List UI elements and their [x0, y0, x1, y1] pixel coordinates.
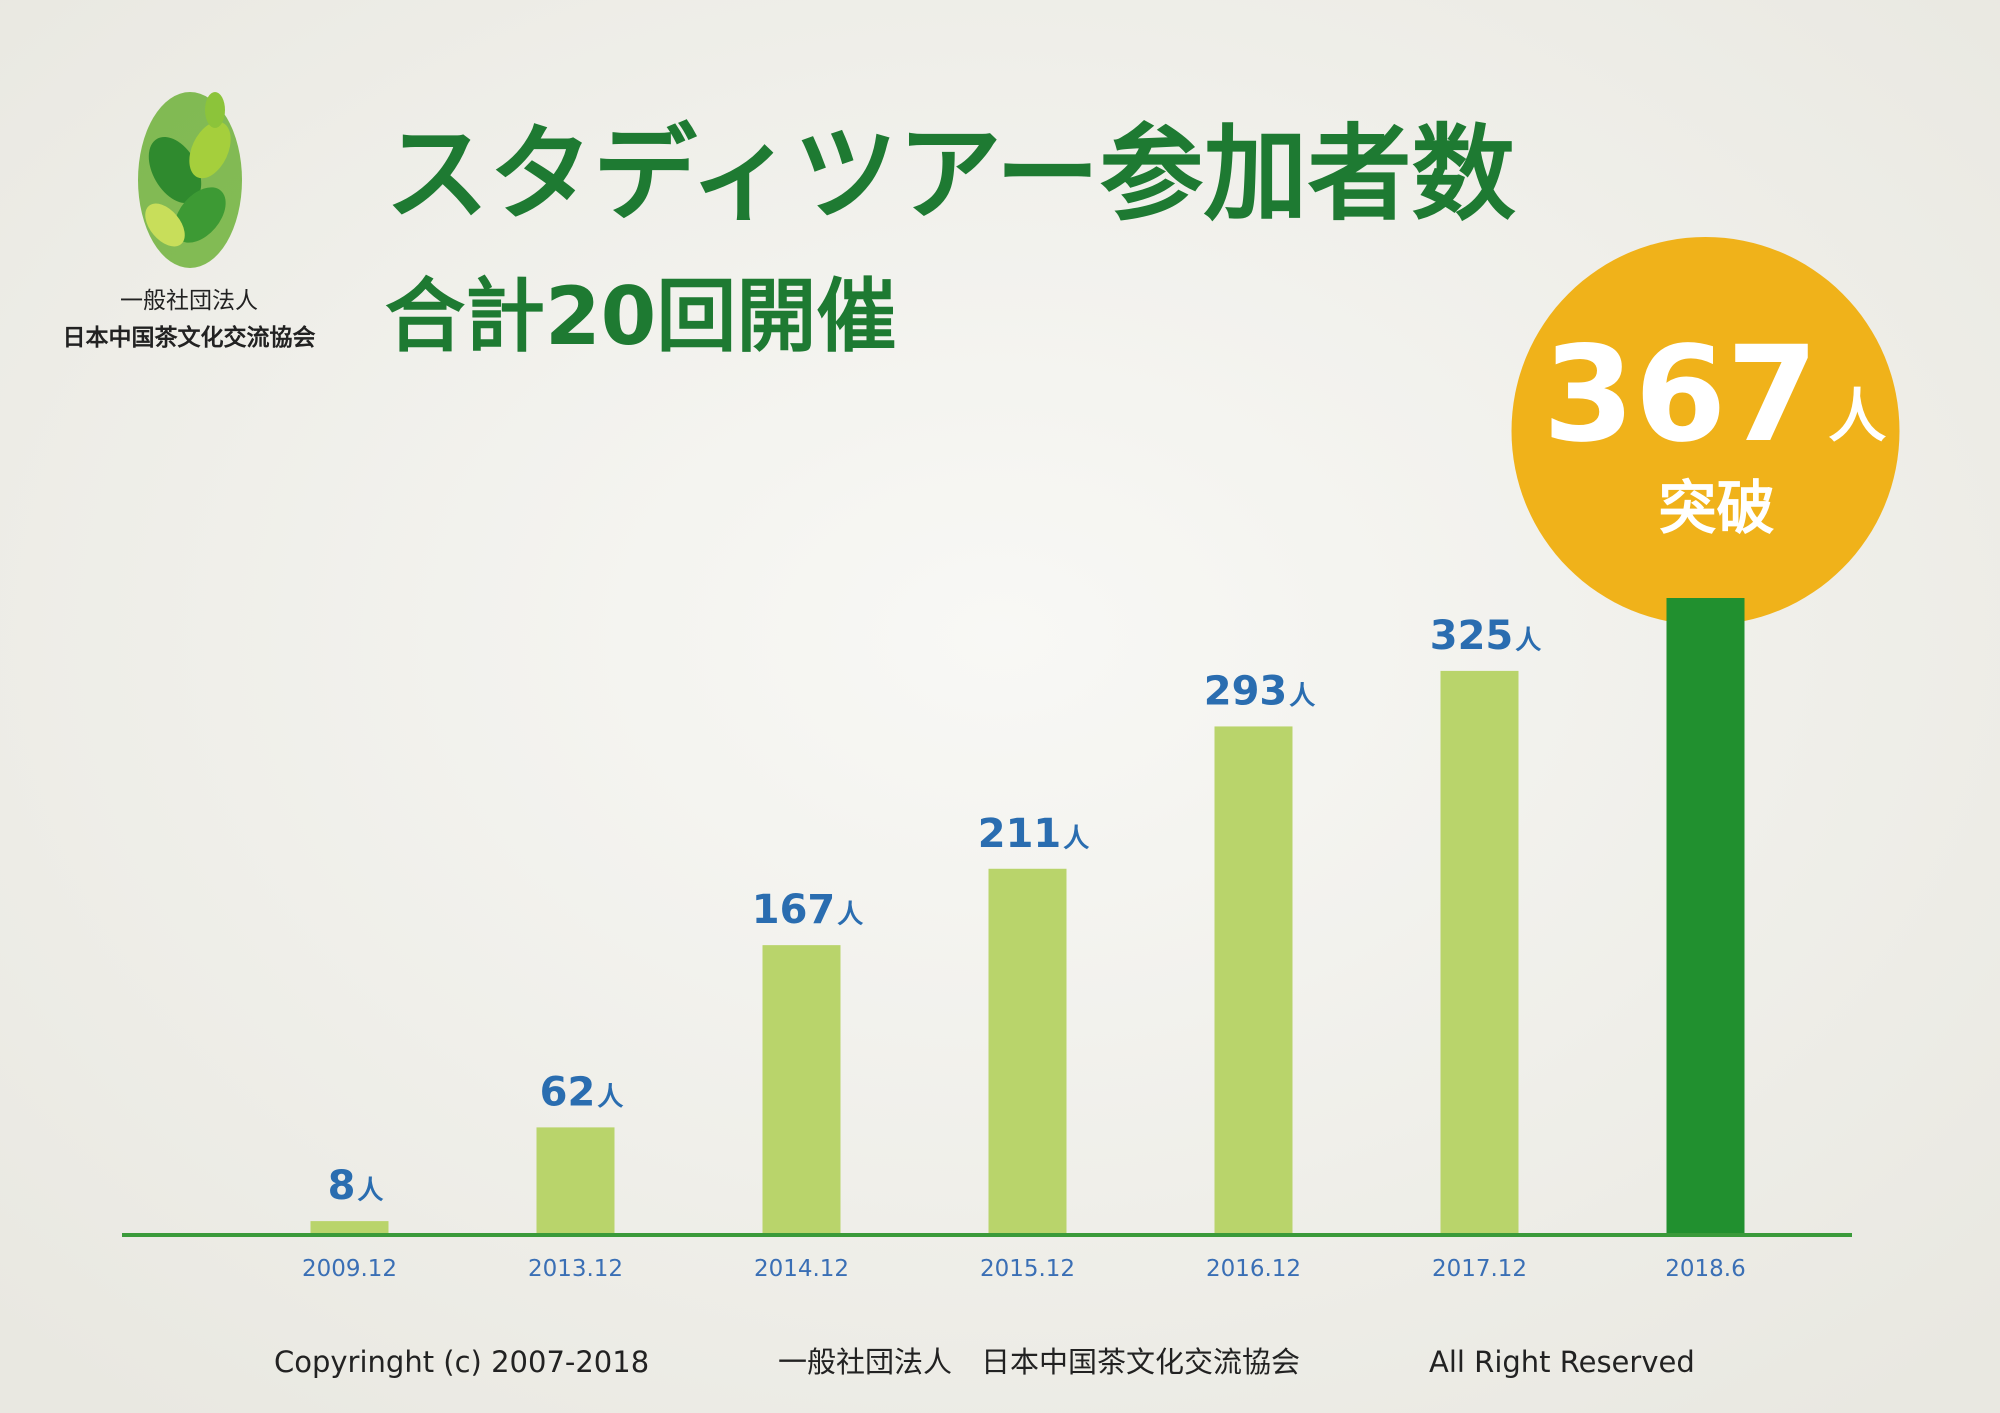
value-unit: 人	[597, 1082, 623, 1112]
x-tick-label: 2016.12	[1206, 1256, 1301, 1282]
bar	[1666, 598, 1745, 1235]
badge-unit: 人	[1828, 382, 1886, 450]
x-tick-label: 2014.12	[754, 1256, 849, 1282]
bar	[1440, 670, 1519, 1235]
bar	[536, 1127, 615, 1235]
bar	[310, 1221, 389, 1235]
x-tick-label: 2015.12	[980, 1256, 1075, 1282]
footer-copyright: Copyringht (c) 2007-2018	[274, 1345, 649, 1379]
value-label: 62	[540, 1069, 596, 1115]
value-label: 293	[1204, 668, 1288, 714]
bar	[988, 868, 1067, 1235]
badge-text: 突破	[1658, 474, 1774, 542]
org-type: 一般社団法人	[120, 288, 258, 314]
chart-title: スタディツアー参加者数	[385, 113, 1515, 235]
badge	[1511, 237, 1900, 625]
x-tick-label: 2013.12	[528, 1256, 623, 1282]
value-label: 211	[978, 811, 1062, 857]
value-label: 167	[752, 887, 836, 933]
x-tick-label: 2018.6	[1665, 1256, 1745, 1282]
x-tick-label: 2009.12	[302, 1256, 397, 1282]
value-unit: 人	[1063, 824, 1089, 854]
badge-value: 367	[1543, 318, 1819, 472]
value-unit: 人	[837, 900, 863, 930]
logo	[138, 92, 242, 268]
x-tick-label: 2017.12	[1432, 1256, 1527, 1282]
value-label: 8	[328, 1163, 356, 1209]
footer-org: 一般社団法人 日本中国茶文化交流協会	[778, 1345, 1300, 1379]
chart-subtitle: 合計20回開催	[385, 270, 896, 363]
value-unit: 人	[357, 1176, 383, 1206]
footer-rights: All Right Reserved	[1429, 1345, 1695, 1379]
value-unit: 人	[1289, 681, 1315, 711]
value-unit: 人	[1515, 626, 1541, 656]
value-label: 325	[1430, 613, 1514, 659]
bar	[1214, 726, 1293, 1235]
org-name: 日本中国茶文化交流協会	[63, 324, 316, 351]
bar	[762, 945, 841, 1235]
footer: Copyringht (c) 2007-2018 一般社団法人 日本中国茶文化交…	[274, 1345, 1695, 1379]
